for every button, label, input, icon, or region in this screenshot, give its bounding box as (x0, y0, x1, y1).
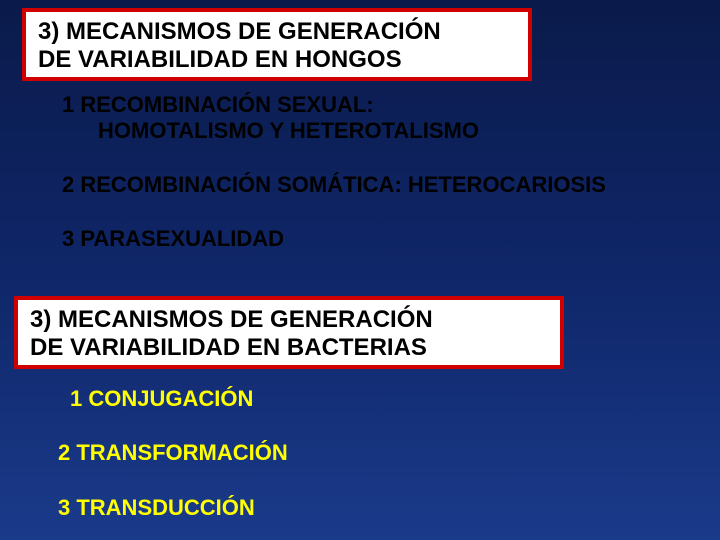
bacteria-item-2: 2 TRANSFORMACIÓN (58, 440, 288, 466)
section-header-bacteria: 3) MECANISMOS DE GENERACIÓN DE VARIABILI… (14, 296, 564, 369)
header-fungi-line2: DE VARIABILIDAD EN HONGOS (38, 46, 516, 74)
header-fungi-line1: 3) MECANISMOS DE GENERACIÓN (38, 18, 516, 46)
header-bacteria-line2: DE VARIABILIDAD EN BACTERIAS (30, 334, 548, 362)
slide: 3) MECANISMOS DE GENERACIÓN DE VARIABILI… (0, 0, 720, 540)
fungi-item-2: 2 RECOMBINACIÓN SOMÁTICA: HETEROCARIOSIS (62, 172, 606, 198)
fungi-item-3: 3 PARASEXUALIDAD (62, 226, 284, 252)
fungi-item-1b: HOMOTALISMO Y HETEROTALISMO (98, 118, 479, 144)
section-header-fungi: 3) MECANISMOS DE GENERACIÓN DE VARIABILI… (22, 8, 532, 81)
fungi-item-1a: 1 RECOMBINACIÓN SEXUAL: (62, 92, 374, 118)
bacteria-item-1: 1 CONJUGACIÓN (70, 386, 253, 412)
header-bacteria-line1: 3) MECANISMOS DE GENERACIÓN (30, 306, 548, 334)
bacteria-item-3: 3 TRANSDUCCIÓN (58, 495, 255, 521)
